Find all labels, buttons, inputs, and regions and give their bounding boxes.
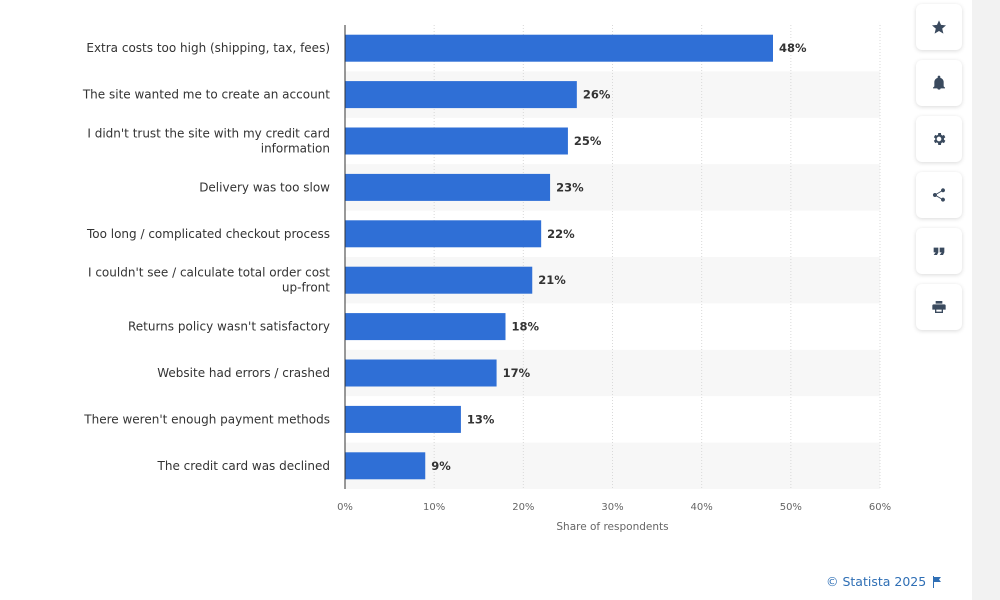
x-tick-label: 60% — [869, 502, 891, 513]
x-axis-title: Share of respondents — [556, 521, 668, 533]
bar[interactable] — [345, 313, 506, 341]
flag-icon — [933, 575, 942, 588]
notify-button[interactable] — [916, 60, 962, 106]
favorite-button[interactable] — [916, 4, 962, 50]
value-label: 48% — [779, 41, 807, 55]
bar[interactable] — [345, 359, 497, 387]
bar[interactable] — [345, 34, 773, 62]
bar[interactable] — [345, 266, 533, 294]
category-label: There weren't enough payment methods — [83, 412, 330, 426]
bar[interactable] — [345, 405, 461, 433]
value-label: 9% — [431, 459, 451, 473]
credit-text: © Statista 2025 — [826, 574, 927, 589]
bar[interactable] — [345, 127, 568, 155]
category-label: I couldn't see / calculate total order c… — [88, 266, 330, 295]
value-labels: 48% 26% 25% 23% 22% 21% 18% 17% 13% 9% — [431, 41, 807, 473]
bell-icon — [933, 75, 945, 90]
bar[interactable] — [345, 81, 577, 109]
print-icon — [932, 301, 946, 313]
x-tick-label: 10% — [423, 502, 445, 513]
bar[interactable] — [345, 452, 426, 480]
bars — [345, 34, 773, 480]
category-label: Extra costs too high (shipping, tax, fee… — [86, 41, 330, 55]
side-toolbar — [916, 4, 964, 330]
star-icon — [932, 20, 946, 34]
gear-icon — [933, 133, 946, 145]
category-label: The site wanted me to create an account — [82, 88, 330, 102]
bar[interactable] — [345, 173, 551, 201]
x-tick-label: 0% — [337, 502, 353, 513]
bar[interactable] — [345, 220, 542, 248]
category-label: The credit card was declined — [157, 459, 330, 473]
category-label: Returns policy wasn't satisfactory — [128, 320, 330, 334]
quote-icon — [933, 247, 945, 255]
x-tick-labels: 0% 10% 20% 30% 40% 50% 60% — [337, 502, 891, 513]
x-tick-label: 30% — [601, 502, 623, 513]
category-label: I didn't trust the site with my credit c… — [87, 127, 330, 156]
gridlines — [433, 25, 881, 489]
x-tick-label: 40% — [691, 502, 713, 513]
settings-button[interactable] — [916, 116, 962, 162]
scrollbar-track — [972, 0, 1000, 600]
value-label: 25% — [574, 134, 602, 148]
category-label: Too long / complicated checkout process — [86, 227, 330, 241]
category-label: Website had errors / crashed — [157, 366, 330, 380]
value-label: 23% — [556, 180, 584, 194]
value-label: 18% — [512, 320, 540, 334]
share-icon — [932, 188, 945, 202]
statista-credit-link[interactable]: © Statista 2025 — [826, 574, 942, 589]
value-label: 26% — [583, 88, 611, 102]
category-labels: Extra costs too high (shipping, tax, fee… — [82, 41, 330, 473]
share-button[interactable] — [916, 172, 962, 218]
value-label: 17% — [503, 366, 531, 380]
category-label: Delivery was too slow — [199, 180, 330, 194]
value-label: 21% — [538, 273, 566, 287]
cite-button[interactable] — [916, 228, 962, 274]
value-label: 13% — [467, 412, 495, 426]
value-label: 22% — [547, 227, 575, 241]
x-tick-label: 50% — [780, 502, 802, 513]
print-button[interactable] — [916, 284, 962, 330]
x-tick-label: 20% — [512, 502, 534, 513]
